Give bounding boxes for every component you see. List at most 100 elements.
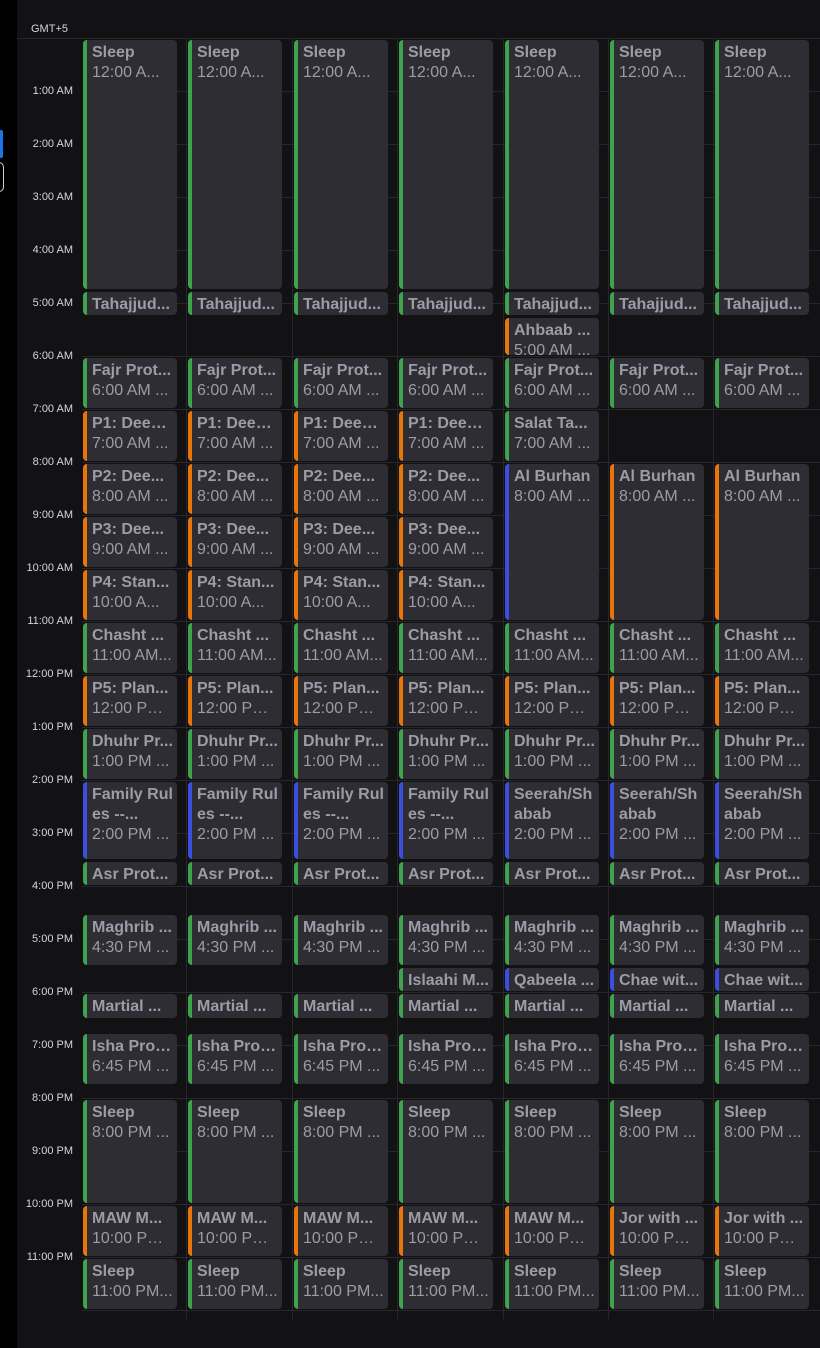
calendar-event[interactable]: Fajr Prot... 6:00 AM ...	[715, 358, 809, 408]
calendar-event[interactable]: Sleep 8:00 PM ...	[83, 1100, 177, 1203]
calendar-event[interactable]: Sleep 8:00 PM ...	[294, 1100, 388, 1203]
calendar-event[interactable]: P5: Plan... 12:00 PM...	[399, 676, 493, 726]
calendar-event[interactable]: P2: Dee... 8:00 AM ...	[399, 464, 493, 514]
calendar-event[interactable]: Sleep 11:00 PM...	[188, 1259, 282, 1309]
calendar-event[interactable]: Asr Prot...	[188, 861, 282, 885]
calendar-event[interactable]: P2: Dee... 8:00 AM ...	[188, 464, 282, 514]
calendar-event[interactable]: P1: Deep... 7:00 AM ...	[83, 411, 177, 461]
calendar-event[interactable]: Dhuhr Pr... 1:00 PM ...	[399, 729, 493, 779]
calendar-event[interactable]: Isha Prot... 6:45 PM ...	[610, 1033, 704, 1084]
calendar-event[interactable]: P5: Plan... 12:00 PM...	[188, 676, 282, 726]
calendar-event[interactable]: Chae wit...	[610, 967, 704, 991]
calendar-event[interactable]: P5: Plan... 12:00 PM...	[715, 676, 809, 726]
calendar-event[interactable]: P1: Deep... 7:00 AM ...	[188, 411, 282, 461]
calendar-event[interactable]: Fajr Prot... 6:00 AM ...	[610, 358, 704, 408]
calendar-event[interactable]: Chasht ... 11:00 AM...	[610, 623, 704, 673]
calendar-event[interactable]: Asr Prot...	[715, 861, 809, 885]
calendar-event[interactable]: Sleep 12:00 A...	[188, 40, 282, 289]
calendar-event[interactable]: P3: Dee... 9:00 AM ...	[399, 517, 493, 567]
calendar-event[interactable]: Isha Prot... 6:45 PM ...	[505, 1033, 599, 1084]
calendar-event[interactable]: P3: Dee... 9:00 AM ...	[188, 517, 282, 567]
calendar-event[interactable]: Sleep 11:00 PM...	[399, 1259, 493, 1309]
calendar-event[interactable]: Tahajjud...	[505, 291, 599, 316]
calendar-event[interactable]: MAW M... 10:00 PM...	[505, 1206, 599, 1256]
calendar-event[interactable]: Chasht ... 11:00 AM...	[505, 623, 599, 673]
calendar-event[interactable]: Seerah/Shabab 2:00 PM ...	[610, 782, 704, 859]
calendar-event[interactable]: P3: Dee... 9:00 AM ...	[294, 517, 388, 567]
calendar-event[interactable]: Fajr Prot... 6:00 AM ...	[294, 358, 388, 408]
calendar-event[interactable]: Sleep 11:00 PM...	[505, 1259, 599, 1309]
calendar-event[interactable]: Sleep 8:00 PM ...	[715, 1100, 809, 1203]
calendar-event[interactable]: Sleep 11:00 PM...	[610, 1259, 704, 1309]
sidebar-active-tab-indicator[interactable]	[0, 130, 3, 158]
calendar-event[interactable]: Maghrib ... 4:30 PM ...	[188, 914, 282, 965]
calendar-event[interactable]: Ahbaab ... 5:00 AM ...	[505, 318, 599, 355]
calendar-event[interactable]: Sleep 11:00 PM...	[715, 1259, 809, 1309]
calendar-event[interactable]: Tahajjud...	[399, 291, 493, 316]
calendar-event[interactable]: Sleep 12:00 A...	[294, 40, 388, 289]
calendar-event[interactable]: Sleep 12:00 A...	[83, 40, 177, 289]
calendar-event[interactable]: Islaahi M...	[399, 967, 493, 991]
calendar-event[interactable]: Dhuhr Pr... 1:00 PM ...	[188, 729, 282, 779]
calendar-event[interactable]: Chasht ... 11:00 AM...	[399, 623, 493, 673]
calendar-event[interactable]: Maghrib ... 4:30 PM ...	[715, 914, 809, 965]
calendar-event[interactable]: P5: Plan... 12:00 PM...	[505, 676, 599, 726]
calendar-event[interactable]: Martial ...	[188, 994, 282, 1018]
calendar-event[interactable]: Maghrib ... 4:30 PM ...	[399, 914, 493, 965]
calendar-event[interactable]: Chasht ... 11:00 AM...	[83, 623, 177, 673]
calendar-event[interactable]: Maghrib ... 4:30 PM ...	[610, 914, 704, 965]
calendar-event[interactable]: Sleep 12:00 A...	[399, 40, 493, 289]
calendar-event[interactable]: Asr Prot...	[399, 861, 493, 885]
calendar-event[interactable]: Tahajjud...	[610, 291, 704, 316]
calendar-event[interactable]: Sleep 11:00 PM...	[83, 1259, 177, 1309]
calendar-event[interactable]: MAW M... 10:00 PM...	[399, 1206, 493, 1256]
calendar-event[interactable]: P4: Stan... 10:00 A...	[399, 570, 493, 620]
calendar-event[interactable]: P2: Dee... 8:00 AM ...	[294, 464, 388, 514]
calendar-event[interactable]: Chasht ... 11:00 AM...	[188, 623, 282, 673]
calendar-event[interactable]: MAW M... 10:00 PM...	[83, 1206, 177, 1256]
calendar-event[interactable]: P1: Deep... 7:00 AM ...	[294, 411, 388, 461]
calendar-event[interactable]: Qabeela ...	[505, 967, 599, 991]
calendar-event[interactable]: Isha Prot... 6:45 PM ...	[83, 1033, 177, 1084]
calendar-event[interactable]: Dhuhr Pr... 1:00 PM ...	[294, 729, 388, 779]
calendar-event[interactable]: Seerah/Shabab 2:00 PM ...	[505, 782, 599, 859]
calendar-event[interactable]: P5: Plan... 12:00 PM...	[294, 676, 388, 726]
calendar-event[interactable]: MAW M... 10:00 PM...	[294, 1206, 388, 1256]
calendar-event[interactable]: Dhuhr Pr... 1:00 PM ...	[610, 729, 704, 779]
calendar-event[interactable]: MAW M... 10:00 PM...	[188, 1206, 282, 1256]
calendar-event[interactable]: P2: Dee... 8:00 AM ...	[83, 464, 177, 514]
calendar-event[interactable]: P3: Dee... 9:00 AM ...	[83, 517, 177, 567]
calendar-event[interactable]: Dhuhr Pr... 1:00 PM ...	[505, 729, 599, 779]
calendar-event[interactable]: Chasht ... 11:00 AM...	[715, 623, 809, 673]
calendar-event[interactable]: Jor with ... 10:00 PM...	[610, 1206, 704, 1256]
calendar-event[interactable]: Salat Ta... 7:00 AM ...	[505, 411, 599, 461]
calendar-event[interactable]: Tahajjud...	[294, 291, 388, 316]
calendar-event[interactable]: Isha Prot... 6:45 PM ...	[188, 1033, 282, 1084]
calendar-event[interactable]: Asr Prot...	[83, 861, 177, 885]
calendar-event[interactable]: Sleep 8:00 PM ...	[188, 1100, 282, 1203]
calendar-event[interactable]: Maghrib ... 4:30 PM ...	[83, 914, 177, 965]
calendar-event[interactable]: Martial ...	[294, 994, 388, 1018]
calendar-event[interactable]: Fajr Prot... 6:00 AM ...	[505, 358, 599, 408]
calendar-event[interactable]: P5: Plan... 12:00 PM...	[83, 676, 177, 726]
calendar-event[interactable]: Sleep 11:00 PM...	[294, 1259, 388, 1309]
calendar-event[interactable]: Family Rules --... 2:00 PM ...	[188, 782, 282, 859]
calendar-event[interactable]: Sleep 12:00 A...	[505, 40, 599, 289]
calendar-event[interactable]: Al Burhan 8:00 AM ...	[715, 464, 809, 620]
week-grid[interactable]: Sleep 12:00 A... Tahajjud... Fajr Prot... 6:…	[82, 39, 820, 1319]
calendar-event[interactable]: P4: Stan... 10:00 A...	[83, 570, 177, 620]
calendar-event[interactable]: P1: Deep... 7:00 AM ...	[399, 411, 493, 461]
calendar-event[interactable]: Martial ...	[610, 994, 704, 1018]
calendar-event[interactable]: Isha Prot... 6:45 PM ...	[715, 1033, 809, 1084]
calendar-event[interactable]: Sleep 8:00 PM ...	[399, 1100, 493, 1203]
calendar-event[interactable]: P5: Plan... 12:00 PM...	[610, 676, 704, 726]
calendar-event[interactable]: Chasht ... 11:00 AM...	[294, 623, 388, 673]
calendar-event[interactable]: Al Burhan 8:00 AM ...	[610, 464, 704, 620]
calendar-event[interactable]: Dhuhr Pr... 1:00 PM ...	[715, 729, 809, 779]
calendar-event[interactable]: Fajr Prot... 6:00 AM ...	[188, 358, 282, 408]
calendar-event[interactable]: Tahajjud...	[188, 291, 282, 316]
calendar-event[interactable]: Martial ...	[505, 994, 599, 1018]
calendar-event[interactable]: Family Rules --... 2:00 PM ...	[83, 782, 177, 859]
calendar-event[interactable]: Dhuhr Pr... 1:00 PM ...	[83, 729, 177, 779]
calendar-event[interactable]: P4: Stan... 10:00 A...	[188, 570, 282, 620]
